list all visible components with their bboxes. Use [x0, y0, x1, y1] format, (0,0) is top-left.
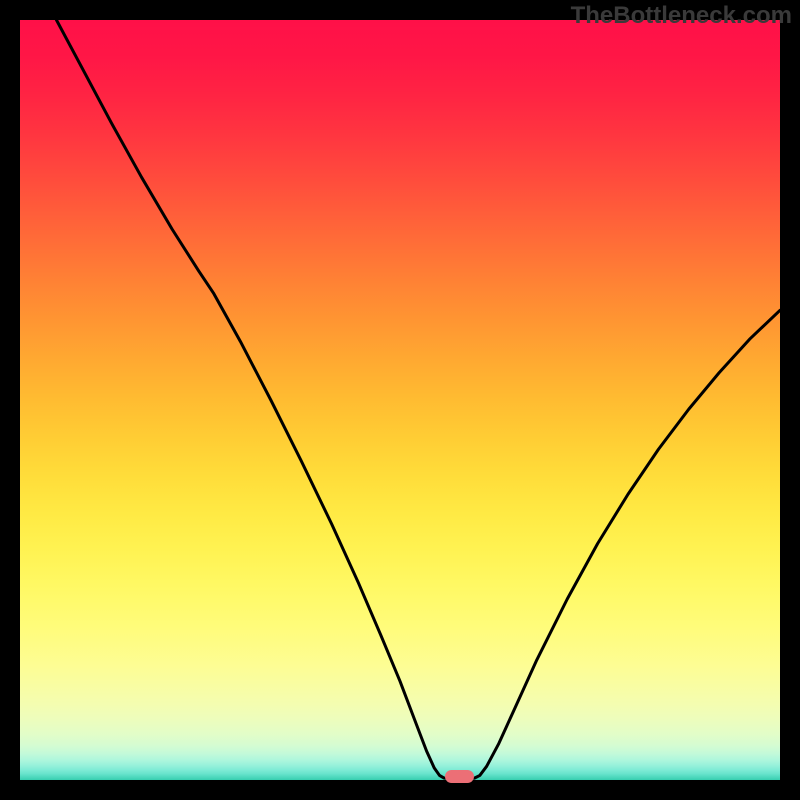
optimal-marker [445, 770, 474, 783]
chart-container: TheBottleneck.com [0, 0, 800, 800]
watermark-text: TheBottleneck.com [571, 2, 792, 30]
bottleneck-curve [56, 20, 780, 778]
plot-area [20, 20, 780, 780]
curve-layer [20, 20, 780, 780]
